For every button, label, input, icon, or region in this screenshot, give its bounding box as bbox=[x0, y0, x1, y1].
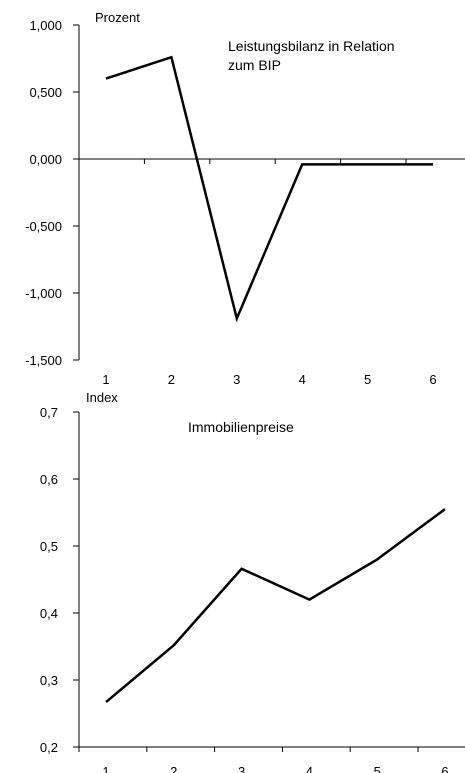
current-account-chart: 1,000 0,500 0,000 -0,500 -1,000 -1,500 1 2 3 4 5 6 P… bbox=[25, 10, 465, 385]
y-tick-label: -0,500 bbox=[25, 219, 62, 234]
x-tick-label: 3 bbox=[233, 372, 240, 385]
x-tick-label: 2 bbox=[170, 764, 177, 773]
series-line bbox=[105, 508, 446, 704]
series-line bbox=[105, 55, 433, 323]
property-price-chart: 0,7 0,6 0,5 0,4 0,3 0,2 1 2 3 4 5 6 Index Immobilienp… bbox=[40, 390, 465, 773]
y-tick-label: 0,2 bbox=[40, 740, 58, 755]
y-tick-label: -1,000 bbox=[25, 286, 62, 301]
y-tick-label: -1,500 bbox=[25, 353, 62, 368]
chart-title: zum BIP bbox=[228, 57, 281, 73]
y-tick-label: 0,5 bbox=[40, 539, 58, 554]
x-tick-label: 1 bbox=[102, 764, 109, 773]
y-tick-label: 0,3 bbox=[40, 673, 58, 688]
x-tick-label: 5 bbox=[364, 372, 371, 385]
y-unit-label: Index bbox=[86, 390, 118, 405]
y-tick-label: 0,7 bbox=[40, 405, 58, 420]
x-tick-label: 3 bbox=[238, 764, 245, 773]
chart-title: Immobilienpreise bbox=[188, 419, 294, 435]
y-unit-label: Prozent bbox=[95, 10, 140, 25]
x-tick-label: 5 bbox=[374, 764, 381, 773]
y-tick-label: 0,4 bbox=[40, 606, 58, 621]
y-tick-label: 0,6 bbox=[40, 472, 58, 487]
y-tick-label: 0,000 bbox=[29, 152, 62, 167]
x-tick-label: 6 bbox=[441, 764, 448, 773]
x-tick-label: 6 bbox=[429, 372, 436, 385]
x-tick-label: 1 bbox=[102, 372, 109, 385]
y-tick-label: 0,500 bbox=[29, 85, 62, 100]
x-tick-label: 4 bbox=[306, 764, 313, 773]
x-tick-label: 2 bbox=[168, 372, 175, 385]
y-tick-label: 1,000 bbox=[29, 18, 62, 33]
chart-title: Leistungsbilanz in Relation bbox=[228, 38, 395, 54]
x-tick-label: 4 bbox=[299, 372, 306, 385]
